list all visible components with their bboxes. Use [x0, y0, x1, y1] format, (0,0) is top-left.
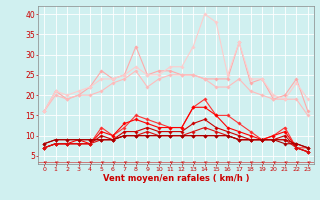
X-axis label: Vent moyen/en rafales ( km/h ): Vent moyen/en rafales ( km/h ) [103, 174, 249, 183]
